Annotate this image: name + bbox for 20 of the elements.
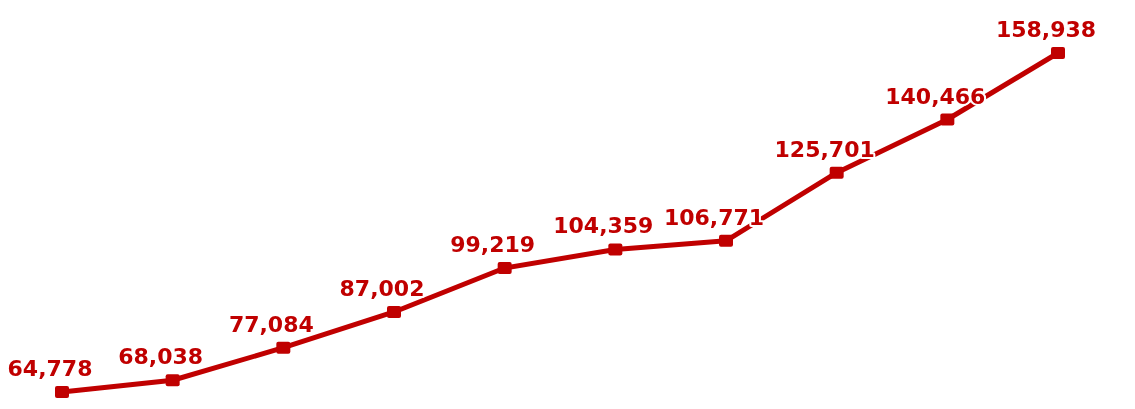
point <box>829 166 844 179</box>
data-label: 104,359 <box>553 213 654 239</box>
data-label: 140,466 <box>885 83 986 109</box>
point <box>497 262 512 274</box>
data-label: 77,084 <box>228 311 314 337</box>
point <box>55 386 69 398</box>
data-label: 87,002 <box>339 275 425 301</box>
data-label: 64,778 <box>7 356 93 381</box>
point <box>387 305 401 318</box>
data-label: 99,219 <box>450 232 536 257</box>
point <box>165 374 180 387</box>
point <box>719 234 733 247</box>
data-label: 68,038 <box>118 344 204 370</box>
point <box>1051 47 1065 59</box>
data-label: 158,938 <box>995 17 1097 42</box>
point <box>276 341 291 354</box>
point <box>940 113 955 126</box>
data-label: 106,771 <box>663 204 765 230</box>
data-label: 125,701 <box>774 136 875 162</box>
point <box>608 243 623 256</box>
